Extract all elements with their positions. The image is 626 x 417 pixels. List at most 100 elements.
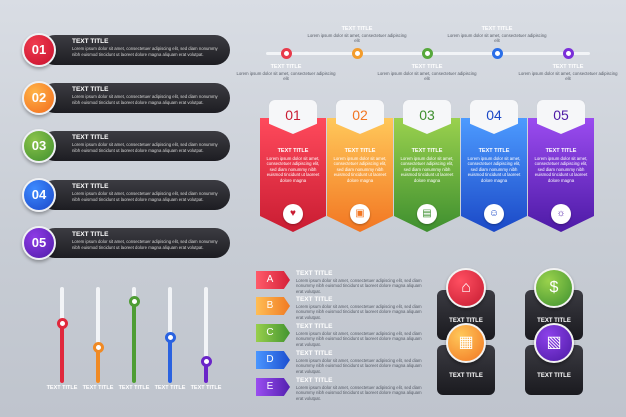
- lettered-item: A TEXT TITLE Lorem ipsum dolor sit amet, c…: [256, 269, 426, 294]
- step-card: 02 TEXT TITLE Lorem ipsum dolor sit amet, …: [327, 100, 393, 232]
- slider-fill: [60, 323, 64, 383]
- timeline-dot: [562, 48, 574, 59]
- step-card: 05 TEXT TITLE Lorem ipsum dolor sit amet, …: [528, 100, 594, 232]
- timeline-label: TEXT TITLE Lorem ipsum dolor sit amet, co…: [307, 26, 407, 44]
- lettered-item-title: TEXT TITLE: [296, 296, 333, 303]
- slider-fill: [168, 337, 172, 383]
- step-card-title: TEXT TITLE: [344, 148, 376, 154]
- chart-board-icon: ▦: [446, 323, 486, 363]
- slider-knob[interactable]: [164, 332, 176, 344]
- lettered-item: D TEXT TITLE Lorem ipsum dolor sit amet, c…: [256, 349, 426, 374]
- timeline-text: Lorem ipsum dolor sit amet, consectetuer…: [447, 33, 547, 44]
- step-card-title: TEXT TITLE: [478, 148, 510, 154]
- slider-label: TEXT TITLE: [190, 385, 222, 391]
- list-item-title: TEXT TITLE: [72, 231, 109, 238]
- timeline-text: Lorem ipsum dolor sit amet, consectetuer…: [236, 71, 336, 82]
- slider-label: TEXT TITLE: [46, 385, 78, 391]
- timeline-label: TEXT TITLE Lorem ipsum dolor sit amet, co…: [377, 64, 477, 82]
- lettered-item-title: TEXT TITLE: [296, 350, 333, 357]
- step-card-text: Lorem ipsum dolor sit amet, consectetuer…: [467, 156, 521, 183]
- list-item-bar: [40, 228, 230, 258]
- money-icon: $: [534, 268, 574, 308]
- lettered-item: C TEXT TITLE Lorem ipsum dolor sit amet, c…: [256, 322, 426, 347]
- slider-knob[interactable]: [200, 356, 212, 368]
- lettered-item-text: Lorem ipsum dolor sit amet, consectetuer…: [296, 385, 422, 401]
- step-card: 03 TEXT TITLE Lorem ipsum dolor sit amet, …: [394, 100, 460, 232]
- icon-box-title: TEXT TITLE: [449, 373, 483, 379]
- list-item-text: Lorem ipsum dolor sit amet, consectetuer…: [72, 239, 218, 250]
- lettered-item-title: TEXT TITLE: [296, 270, 333, 277]
- presentation-icon: ▤: [417, 204, 437, 224]
- lettered-item-text: Lorem ipsum dolor sit amet, consectetuer…: [296, 304, 422, 320]
- timeline-title: TEXT TITLE: [481, 26, 513, 32]
- lettered-item-tab: B: [256, 297, 290, 315]
- list-item-text: Lorem ipsum dolor sit amet, consectetuer…: [72, 142, 218, 153]
- timeline-title: TEXT TITLE: [341, 26, 373, 32]
- step-card-title: TEXT TITLE: [545, 148, 577, 154]
- list-item: 02 TEXT TITLE Lorem ipsum dolor sit amet, …: [22, 81, 230, 115]
- list-item-bar: [40, 180, 230, 210]
- icon-box-title: TEXT TITLE: [537, 318, 571, 324]
- heart-icon: ♥: [283, 204, 303, 224]
- step-card-text: Lorem ipsum dolor sit amet, consectetuer…: [400, 156, 454, 183]
- icon-box-title: TEXT TITLE: [537, 373, 571, 379]
- step-card-text: Lorem ipsum dolor sit amet, consectetuer…: [266, 156, 320, 183]
- slider-fill: [132, 301, 136, 383]
- building-icon: ⌂: [446, 268, 486, 308]
- list-item: 01 TEXT TITLE Lorem ipsum dolor sit amet, …: [22, 33, 230, 67]
- timeline-text: Lorem ipsum dolor sit amet, consectetuer…: [518, 71, 618, 82]
- slider-label: TEXT TITLE: [82, 385, 114, 391]
- lettered-item-title: TEXT TITLE: [296, 377, 333, 384]
- lettered-item-tab: D: [256, 351, 290, 369]
- lettered-item-tab: C: [256, 324, 290, 342]
- user-icon: ☺: [484, 204, 504, 224]
- lettered-item-tab: A: [256, 271, 290, 289]
- step-card-title: TEXT TITLE: [277, 148, 309, 154]
- timeline-dot: [351, 48, 363, 59]
- slider-label: TEXT TITLE: [118, 385, 150, 391]
- slider-knob[interactable]: [128, 295, 140, 307]
- lettered-item-title: TEXT TITLE: [296, 323, 333, 330]
- list-item-text: Lorem ipsum dolor sit amet, consectetuer…: [72, 46, 218, 57]
- timeline-label: TEXT TITLE Lorem ipsum dolor sit amet, co…: [236, 64, 336, 82]
- lettered-item-text: Lorem ipsum dolor sit amet, consectetuer…: [296, 331, 422, 347]
- step-card: 01 TEXT TITLE Lorem ipsum dolor sit amet, …: [260, 100, 326, 232]
- list-item-bar: [40, 131, 230, 161]
- list-item: 03 TEXT TITLE Lorem ipsum dolor sit amet, …: [22, 129, 230, 163]
- slider-label: TEXT TITLE: [154, 385, 186, 391]
- lettered-item: B TEXT TITLE Lorem ipsum dolor sit amet, c…: [256, 295, 426, 320]
- slider-fill: [96, 347, 100, 383]
- list-item-title: TEXT TITLE: [72, 134, 109, 141]
- step-card-text: Lorem ipsum dolor sit amet, consectetuer…: [333, 156, 387, 183]
- list-item-number: 04: [22, 178, 56, 212]
- timeline-dot: [491, 48, 503, 59]
- list-item-number: 02: [22, 81, 56, 115]
- list-item: 05 TEXT TITLE Lorem ipsum dolor sit amet, …: [22, 226, 230, 260]
- lightbulb-icon: ☼: [551, 204, 571, 224]
- timeline-title: TEXT TITLE: [552, 64, 584, 70]
- timeline-label: TEXT TITLE Lorem ipsum dolor sit amet, co…: [447, 26, 547, 44]
- list-item-text: Lorem ipsum dolor sit amet, consectetuer…: [72, 94, 218, 105]
- timeline-title: TEXT TITLE: [270, 64, 302, 70]
- list-item-number: 03: [22, 129, 56, 163]
- slider-track[interactable]: [204, 287, 208, 383]
- lettered-item-tab: E: [256, 378, 290, 396]
- timeline-dot: [280, 48, 292, 59]
- step-card-text: Lorem ipsum dolor sit amet, consectetuer…: [534, 156, 588, 183]
- slider-knob[interactable]: [92, 341, 104, 353]
- list-item-number: 01: [22, 33, 56, 67]
- timeline-label: TEXT TITLE Lorem ipsum dolor sit amet, co…: [518, 64, 618, 82]
- presenter-icon: ▧: [534, 323, 574, 363]
- list-item-number: 05: [22, 226, 56, 260]
- timeline-dot: [421, 48, 433, 59]
- slider-fill: [204, 361, 208, 383]
- list-item-text: Lorem ipsum dolor sit amet, consectetuer…: [72, 191, 218, 202]
- image-icon: ▣: [350, 204, 370, 224]
- slider-knob[interactable]: [56, 317, 68, 329]
- slider-track[interactable]: [96, 287, 100, 383]
- timeline-text: Lorem ipsum dolor sit amet, consectetuer…: [377, 71, 477, 82]
- list-item-title: TEXT TITLE: [72, 38, 109, 45]
- timeline-text: Lorem ipsum dolor sit amet, consectetuer…: [307, 33, 407, 44]
- lettered-item: E TEXT TITLE Lorem ipsum dolor sit amet, c…: [256, 376, 426, 401]
- list-item-title: TEXT TITLE: [72, 86, 109, 93]
